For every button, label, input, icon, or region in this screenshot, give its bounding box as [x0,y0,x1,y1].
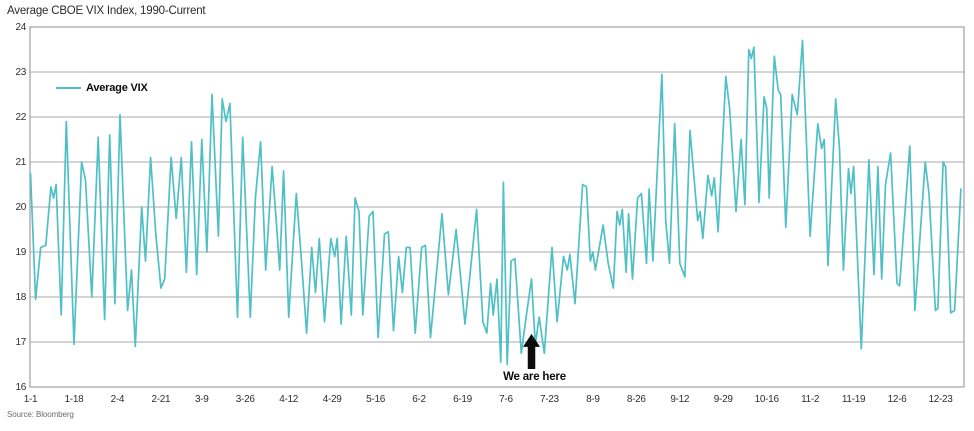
vix-series-line [29,39,962,366]
plot-border [29,26,965,388]
x-tick-label: 7-23 [539,394,559,405]
x-tick-label: 9-12 [670,394,690,405]
x-tick-label: 5-16 [366,394,385,405]
x-tick-label: 1-1 [23,394,38,405]
y-tick-label: 21 [15,156,26,168]
x-tick-label: 8-9 [586,394,600,405]
source-note: Source: Bloomberg [7,410,74,419]
x-tick-label: 11-2 [801,394,820,405]
y-tick-label: 22 [15,111,26,123]
x-tick-label: 7-6 [499,394,513,405]
x-tick-label: 4-12 [279,394,299,405]
x-tick-label: 1-18 [64,394,84,405]
y-tick-label: 18 [15,291,26,303]
x-tick-label: 2-4 [110,394,125,405]
x-tick-label: 11-19 [841,394,866,405]
x-tick-label: 12-6 [887,394,907,405]
x-tick-label: 10-16 [754,394,779,405]
y-tick-label: 24 [15,21,26,33]
x-tick-label: 8-26 [626,394,646,405]
x-tick-label: 4-29 [322,394,342,405]
up-arrow-icon [523,333,541,369]
chart-title: Average CBOE VIX Index, 1990-Current [7,5,206,17]
we-are-here-label: We are here [503,371,566,383]
y-tick-label: 16 [15,381,26,393]
y-tick-label: 20 [15,201,26,213]
legend: Average VIX [56,82,148,94]
x-tick-label: 3-9 [194,394,209,405]
x-tick-label: 6-2 [412,394,426,405]
x-tick-label: 9-29 [713,394,733,405]
x-tick-label: 12-23 [928,394,953,405]
x-tick-label: 3-26 [235,394,255,405]
y-tick-label: 17 [15,336,26,348]
x-tick-label: 2-21 [151,394,171,405]
legend-label: Average VIX [86,82,148,94]
y-tick-label: 19 [15,246,26,258]
x-tick-label: 6-19 [453,394,472,405]
legend-line-swatch [56,87,81,89]
y-tick-label: 23 [15,66,26,78]
